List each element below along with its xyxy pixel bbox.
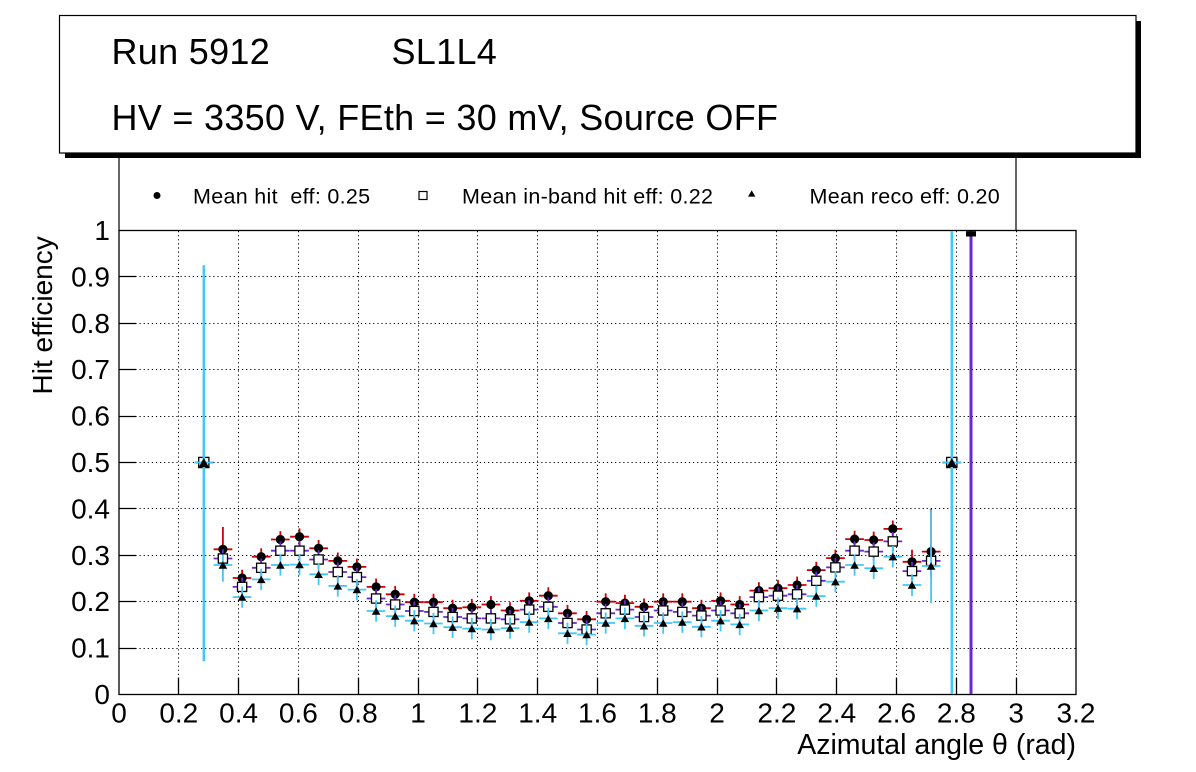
svg-text:0: 0 [94, 679, 110, 710]
svg-text:0.7: 0.7 [71, 354, 110, 385]
svg-text:0.2: 0.2 [71, 586, 110, 617]
svg-text:HV = 3350 V, FEth = 30 mV, Sou: HV = 3350 V, FEth = 30 mV, Source OFF [112, 97, 779, 138]
svg-text:0.9: 0.9 [71, 261, 110, 292]
svg-text:SL1L4: SL1L4 [392, 31, 498, 72]
svg-text:Run 5912: Run 5912 [112, 31, 271, 72]
svg-text:Mean in-band hit eff: 0.22: Mean in-band hit eff: 0.22 [462, 184, 713, 208]
svg-text:0: 0 [111, 698, 127, 729]
svg-text:3.2: 3.2 [1057, 698, 1096, 729]
svg-text:1.2: 1.2 [458, 698, 497, 729]
svg-text:2.8: 2.8 [937, 698, 976, 729]
svg-text:Hit efficiency: Hit efficiency [27, 236, 58, 394]
svg-text:0.8: 0.8 [339, 698, 378, 729]
svg-text:2: 2 [709, 698, 725, 729]
svg-text:0.4: 0.4 [71, 493, 110, 524]
svg-text:1: 1 [410, 698, 426, 729]
svg-text:0.8: 0.8 [71, 308, 110, 339]
svg-text:0.6: 0.6 [71, 401, 110, 432]
svg-text:0.3: 0.3 [71, 540, 110, 571]
svg-text:0.4: 0.4 [219, 698, 258, 729]
svg-text:Mean hit eff: 0.25: Mean hit eff: 0.25 [193, 184, 370, 208]
svg-text:0.1: 0.1 [71, 633, 110, 664]
svg-text:1.8: 1.8 [638, 698, 677, 729]
svg-text:2.4: 2.4 [817, 698, 856, 729]
svg-text:3: 3 [1008, 698, 1024, 729]
svg-text:0.2: 0.2 [159, 698, 198, 729]
svg-text:1.6: 1.6 [578, 698, 617, 729]
svg-text:Mean reco eff: 0.20: Mean reco eff: 0.20 [810, 184, 1001, 208]
svg-text:1.4: 1.4 [518, 698, 557, 729]
svg-text:2.2: 2.2 [757, 698, 796, 729]
svg-text:0.5: 0.5 [71, 447, 110, 478]
svg-text:1: 1 [94, 215, 110, 246]
svg-text:0.6: 0.6 [279, 698, 318, 729]
svg-text:2.6: 2.6 [877, 698, 916, 729]
svg-text:Azimutal angle θ (rad): Azimutal angle θ (rad) [797, 729, 1076, 761]
